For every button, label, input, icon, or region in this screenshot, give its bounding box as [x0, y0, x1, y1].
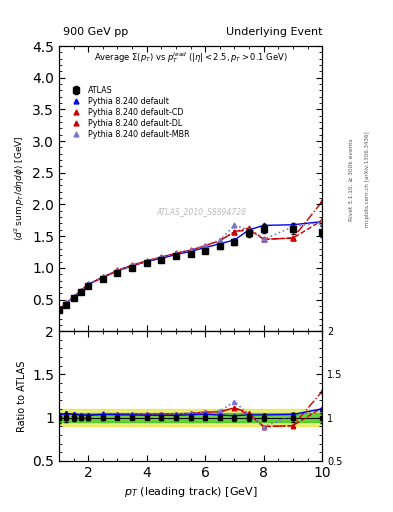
Pythia 8.240 default-CD: [247, 225, 252, 231]
Line: Pythia 8.240 default-DL: Pythia 8.240 default-DL: [57, 218, 325, 311]
Pythia 8.240 default-DL: [174, 250, 178, 257]
Line: Pythia 8.240 default-MBR: Pythia 8.240 default-MBR: [57, 220, 325, 311]
Pythia 8.240 default-DL: [188, 247, 193, 253]
Pythia 8.240 default-CD: [115, 267, 120, 273]
Pythia 8.240 default-DL: [101, 274, 105, 281]
X-axis label: $p_T$ (leading track) [GeV]: $p_T$ (leading track) [GeV]: [124, 485, 257, 499]
Pythia 8.240 default-CD: [174, 250, 178, 257]
Pythia 8.240 default-CD: [203, 243, 208, 249]
Text: Underlying Event: Underlying Event: [226, 27, 322, 37]
Pythia 8.240 default: [261, 222, 266, 228]
Pythia 8.240 default: [79, 288, 83, 294]
Pythia 8.240 default: [101, 274, 105, 281]
Pythia 8.240 default: [174, 251, 178, 258]
Pythia 8.240 default-CD: [217, 238, 222, 244]
Pythia 8.240 default-CD: [320, 198, 325, 204]
Pythia 8.240 default-DL: [320, 217, 325, 223]
Pythia 8.240 default-MBR: [291, 224, 296, 230]
Pythia 8.240 default-DL: [86, 281, 90, 287]
Text: Rivet 3.1.10, ≥ 300k events: Rivet 3.1.10, ≥ 300k events: [349, 138, 354, 221]
Line: Pythia 8.240 default: Pythia 8.240 default: [57, 219, 325, 311]
Pythia 8.240 default: [159, 255, 164, 262]
Pythia 8.240 default-MBR: [159, 254, 164, 260]
Text: 900 GeV pp: 900 GeV pp: [63, 27, 128, 37]
Text: mcplots.cern.ch [arXiv:1306.3436]: mcplots.cern.ch [arXiv:1306.3436]: [365, 132, 370, 227]
Pythia 8.240 default-DL: [291, 235, 296, 241]
Pythia 8.240 default-CD: [188, 247, 193, 253]
Line: Pythia 8.240 default-CD: Pythia 8.240 default-CD: [57, 199, 325, 311]
Pythia 8.240 default-CD: [71, 294, 76, 300]
Pythia 8.240 default-CD: [57, 306, 61, 312]
Pythia 8.240 default-MBR: [79, 288, 83, 294]
Pythia 8.240 default-DL: [261, 236, 266, 242]
Bar: [59, 409, 322, 426]
Pythia 8.240 default: [130, 263, 134, 269]
Pythia 8.240 default-CD: [291, 235, 296, 241]
Pythia 8.240 default: [247, 227, 252, 233]
Pythia 8.240 default: [144, 259, 149, 265]
Pythia 8.240 default-CD: [86, 281, 90, 287]
Pythia 8.240 default-MBR: [144, 258, 149, 264]
Pythia 8.240 default-CD: [232, 229, 237, 235]
Pythia 8.240 default-MBR: [71, 294, 76, 300]
Pythia 8.240 default-MBR: [115, 267, 120, 273]
Text: Average $\Sigma(p_T)$ vs $p_T^{lead}$ $(|\eta| < 2.5, p_T > 0.1$ GeV$)$: Average $\Sigma(p_T)$ vs $p_T^{lead}$ $(…: [94, 50, 288, 65]
Pythia 8.240 default-DL: [115, 267, 120, 273]
Pythia 8.240 default-MBR: [64, 300, 69, 306]
Pythia 8.240 default: [320, 219, 325, 225]
Pythia 8.240 default-MBR: [247, 227, 252, 233]
Pythia 8.240 default-DL: [64, 300, 69, 306]
Pythia 8.240 default-CD: [261, 236, 266, 242]
Pythia 8.240 default-CD: [130, 262, 134, 268]
Pythia 8.240 default-DL: [203, 243, 208, 249]
Pythia 8.240 default-MBR: [101, 273, 105, 280]
Pythia 8.240 default-MBR: [57, 306, 61, 312]
Pythia 8.240 default-DL: [57, 306, 61, 312]
Pythia 8.240 default-DL: [247, 227, 252, 233]
Pythia 8.240 default-MBR: [174, 250, 178, 257]
Y-axis label: $\langle d^2\,\mathrm{sum}\,p_T/d\eta d\phi\rangle$ [GeV]: $\langle d^2\,\mathrm{sum}\,p_T/d\eta d\…: [12, 136, 27, 241]
Pythia 8.240 default: [57, 306, 61, 312]
Pythia 8.240 default-DL: [79, 288, 83, 294]
Pythia 8.240 default-CD: [101, 274, 105, 281]
Pythia 8.240 default: [115, 268, 120, 274]
Pythia 8.240 default-MBR: [130, 262, 134, 268]
Pythia 8.240 default-MBR: [188, 247, 193, 253]
Pythia 8.240 default-DL: [144, 258, 149, 264]
Pythia 8.240 default-MBR: [232, 222, 237, 228]
Pythia 8.240 default-DL: [130, 262, 134, 268]
Pythia 8.240 default-MBR: [86, 281, 90, 287]
Pythia 8.240 default-CD: [79, 288, 83, 294]
Pythia 8.240 default: [291, 222, 296, 228]
Pythia 8.240 default-MBR: [320, 219, 325, 225]
Pythia 8.240 default: [188, 248, 193, 254]
Pythia 8.240 default-CD: [64, 300, 69, 306]
Pythia 8.240 default: [64, 300, 69, 306]
Pythia 8.240 default-DL: [232, 229, 237, 235]
Pythia 8.240 default-DL: [217, 238, 222, 244]
Text: ATLAS_2010_S8894728: ATLAS_2010_S8894728: [156, 207, 246, 216]
Pythia 8.240 default: [232, 237, 237, 243]
Pythia 8.240 default-MBR: [217, 237, 222, 243]
Pythia 8.240 default-CD: [144, 258, 149, 264]
Pythia 8.240 default: [203, 245, 208, 251]
Pythia 8.240 default-CD: [159, 254, 164, 260]
Pythia 8.240 default-DL: [159, 254, 164, 260]
Legend: ATLAS, Pythia 8.240 default, Pythia 8.240 default-CD, Pythia 8.240 default-DL, P: ATLAS, Pythia 8.240 default, Pythia 8.24…: [66, 84, 191, 141]
Pythia 8.240 default: [217, 241, 222, 247]
Pythia 8.240 default-DL: [71, 294, 76, 300]
Pythia 8.240 default-MBR: [261, 236, 266, 242]
Pythia 8.240 default-MBR: [203, 243, 208, 249]
Pythia 8.240 default: [86, 281, 90, 287]
Y-axis label: Ratio to ATLAS: Ratio to ATLAS: [17, 360, 27, 432]
Pythia 8.240 default: [71, 294, 76, 300]
Bar: [59, 413, 322, 422]
